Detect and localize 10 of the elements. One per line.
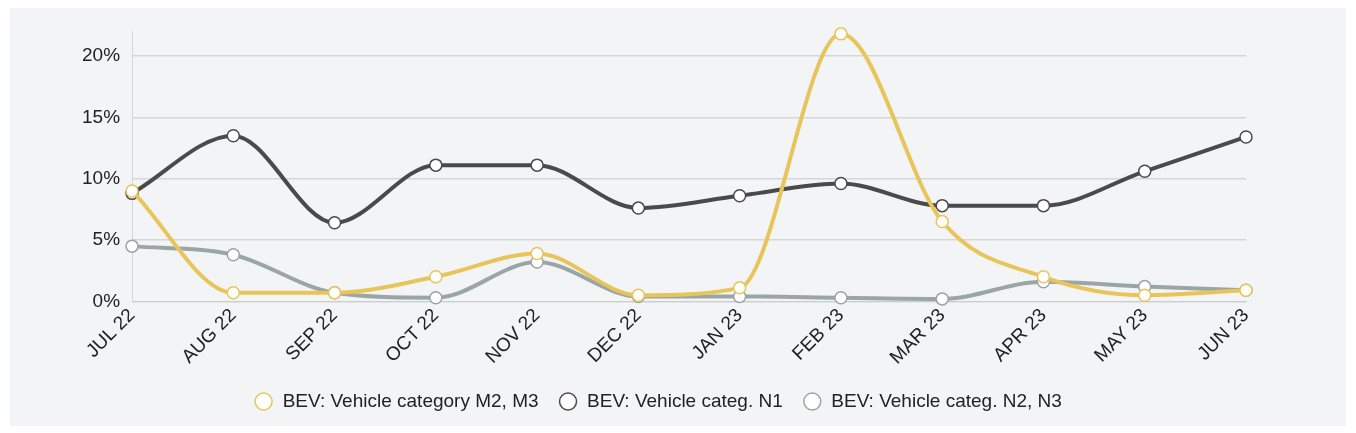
y-tick-label: 20% — [82, 44, 121, 66]
y-tick-label: 0% — [92, 289, 121, 311]
y-tick-label: 5% — [92, 228, 121, 250]
legend-label: BEV: Vehicle category M2, M3 — [282, 389, 539, 411]
y-tick-label: 15% — [82, 105, 121, 127]
legend-label: BEV: Vehicle categ. N2, N3 — [831, 389, 1062, 411]
x-tick-label: FEB 23 — [787, 304, 848, 364]
y-tick-label: 10% — [82, 166, 121, 188]
x-tick-label: JAN 23 — [687, 304, 747, 363]
legend-label: BEV: Vehicle categ. N1 — [587, 389, 783, 411]
